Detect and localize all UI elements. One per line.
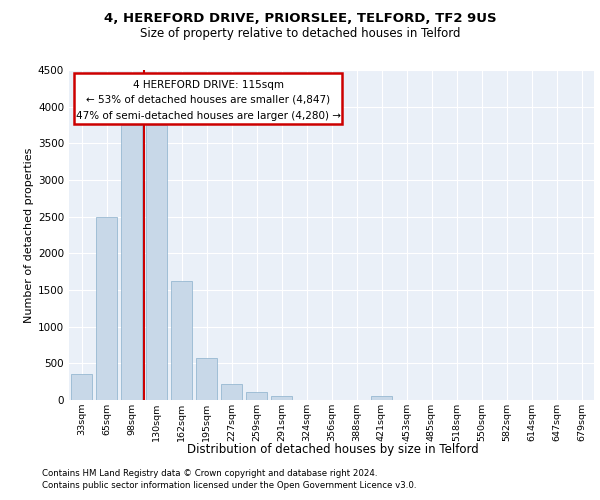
Text: Contains HM Land Registry data © Crown copyright and database right 2024.: Contains HM Land Registry data © Crown c… xyxy=(42,469,377,478)
Bar xyxy=(246,392,267,400)
Text: ← 53% of detached houses are smaller (4,847): ← 53% of detached houses are smaller (4,… xyxy=(86,95,330,105)
Text: 4 HEREFORD DRIVE: 115sqm: 4 HEREFORD DRIVE: 115sqm xyxy=(133,80,284,90)
Bar xyxy=(221,384,242,400)
FancyBboxPatch shape xyxy=(74,74,342,124)
Bar xyxy=(71,374,92,400)
Bar xyxy=(121,125,142,400)
Bar xyxy=(196,358,217,400)
Y-axis label: Number of detached properties: Number of detached properties xyxy=(24,148,34,322)
Bar xyxy=(171,281,192,400)
Text: Contains public sector information licensed under the Open Government Licence v3: Contains public sector information licen… xyxy=(42,481,416,490)
Text: 4, HEREFORD DRIVE, PRIORSLEE, TELFORD, TF2 9US: 4, HEREFORD DRIVE, PRIORSLEE, TELFORD, T… xyxy=(104,12,496,26)
Bar xyxy=(146,125,167,400)
Bar xyxy=(371,396,392,400)
Bar xyxy=(271,396,292,400)
Text: Distribution of detached houses by size in Telford: Distribution of detached houses by size … xyxy=(187,442,479,456)
Text: Size of property relative to detached houses in Telford: Size of property relative to detached ho… xyxy=(140,28,460,40)
Bar xyxy=(96,216,117,400)
Text: 47% of semi-detached houses are larger (4,280) →: 47% of semi-detached houses are larger (… xyxy=(76,112,341,122)
